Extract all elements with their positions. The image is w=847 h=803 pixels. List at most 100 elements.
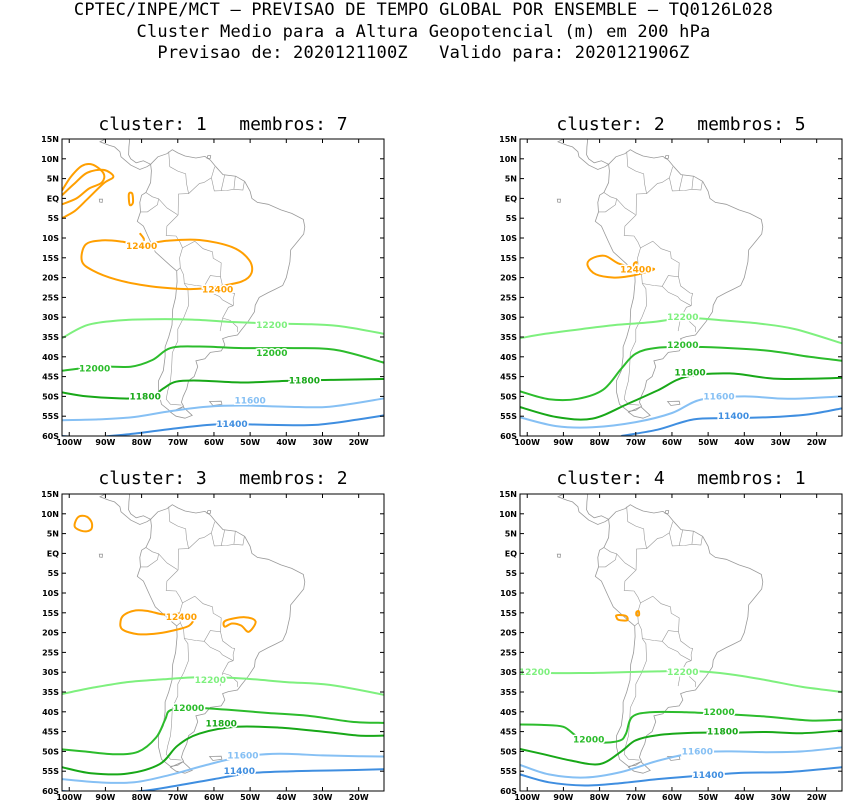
- country-border: [203, 641, 234, 661]
- contour-label-11600: 11600: [227, 751, 258, 761]
- country-border: [233, 531, 236, 545]
- country-border: [222, 317, 238, 332]
- lat-label: 30S: [500, 668, 517, 677]
- lat-label: 10S: [500, 234, 517, 243]
- country-border: [219, 660, 234, 687]
- lon-label: 60W: [204, 438, 224, 447]
- lat-label: 30S: [42, 313, 59, 322]
- lat-label: 15N: [41, 135, 59, 144]
- lat-label: EQ: [47, 194, 59, 203]
- lat-label: 15S: [500, 609, 517, 618]
- country-border: [678, 529, 684, 546]
- coastline-islands: [666, 400, 681, 406]
- lon-label: 90W: [553, 438, 573, 447]
- contour-11800: [62, 378, 384, 400]
- lon-label: 20W: [349, 793, 369, 802]
- contour-label-12000: 12000: [703, 708, 734, 718]
- contour-11600: [62, 752, 384, 784]
- country-border: [678, 174, 684, 191]
- coastline-island: [148, 481, 156, 483]
- lat-label: 25S: [42, 293, 59, 302]
- lat-label: 60S: [500, 432, 517, 441]
- lat-label: 15N: [499, 135, 517, 144]
- contour-12000: [520, 345, 842, 402]
- country-border: [677, 305, 692, 332]
- contour-label-12200: 12200: [195, 676, 226, 686]
- coastline-island: [206, 155, 212, 159]
- coastline-island: [556, 553, 561, 558]
- coastline-central-america: [99, 494, 152, 525]
- lon-label: 60W: [662, 438, 682, 447]
- country-border: [626, 506, 647, 571]
- map-frame: [61, 138, 385, 437]
- lat-label: 50S: [500, 747, 517, 756]
- contour-label-12400: 12400: [202, 286, 233, 296]
- country-border: [220, 174, 226, 191]
- contour-label-11800: 11800: [707, 728, 738, 738]
- coastline-island: [664, 510, 670, 514]
- country-border: [220, 631, 235, 661]
- contour-12200: [62, 676, 384, 696]
- coastline-islands: [208, 755, 223, 761]
- country-border: [669, 166, 673, 178]
- coastline-island: [606, 481, 614, 483]
- contour-label-11600: 11600: [682, 747, 713, 757]
- country-border: [678, 631, 693, 661]
- coastline-island: [646, 480, 652, 482]
- country-border: [616, 553, 636, 570]
- lat-label: 20S: [500, 629, 517, 638]
- contour-12400: [119, 609, 195, 636]
- lon-label: 40W: [734, 793, 754, 802]
- figure-title-line-3: Previsao de: 2020121100Z Valido para: 20…: [157, 43, 690, 63]
- lon-label: 70W: [626, 793, 646, 802]
- country-border: [168, 506, 189, 571]
- contour-12400: [632, 261, 639, 269]
- lon-label: 50W: [698, 438, 718, 447]
- lat-label: 10N: [499, 155, 517, 164]
- country-border: [203, 286, 234, 306]
- map-panel-4: 12200 12200 12000 12000 11800 11600 11400 15N 10…: [499, 480, 843, 802]
- contour-12400: [615, 614, 629, 622]
- lat-label: 30S: [500, 313, 517, 322]
- country-border: [220, 529, 226, 546]
- country-border: [182, 595, 222, 642]
- lat-label: EQ: [47, 549, 59, 558]
- lat-label: 15S: [42, 254, 59, 263]
- contour-11800: [520, 729, 842, 766]
- map-panel-4-content: 12200 12200 12000 12000 11800 11600 11400: [520, 480, 842, 787]
- lon-label: 30W: [313, 438, 333, 447]
- contour-11600: [62, 397, 384, 422]
- lon-label: 30W: [771, 793, 791, 802]
- country-border: [640, 595, 680, 642]
- lat-label: 55S: [500, 412, 517, 421]
- country-border: [598, 547, 617, 568]
- coastline-island: [206, 510, 212, 514]
- lat-label: 10N: [41, 155, 59, 164]
- coastline-island: [188, 125, 194, 127]
- lon-label: 60W: [662, 793, 682, 802]
- lat-label: 10S: [42, 589, 59, 598]
- contour-label-12400: 12400: [166, 613, 197, 623]
- lat-label: EQ: [505, 194, 517, 203]
- lon-label: 80W: [590, 438, 610, 447]
- lat-label: 40S: [500, 708, 517, 717]
- contour-label-11800: 11800: [674, 369, 705, 379]
- country-border: [661, 286, 692, 306]
- coastline-island: [148, 126, 156, 128]
- country-border: [691, 181, 703, 191]
- country-border: [691, 531, 694, 545]
- lat-label: 10N: [41, 510, 59, 519]
- lat-label: 25S: [500, 293, 517, 302]
- contour-12400: [62, 163, 106, 206]
- lat-label: 5S: [506, 569, 518, 578]
- coastline-central-america: [99, 139, 152, 170]
- contour-11800: [520, 372, 842, 421]
- contour-12400: [635, 610, 641, 617]
- contour-label-12000: 12000: [256, 349, 287, 359]
- lat-label: 55S: [42, 767, 59, 776]
- lat-label: 10N: [499, 510, 517, 519]
- country-border: [188, 177, 212, 194]
- map-frame: [519, 138, 843, 437]
- country-border: [211, 521, 215, 533]
